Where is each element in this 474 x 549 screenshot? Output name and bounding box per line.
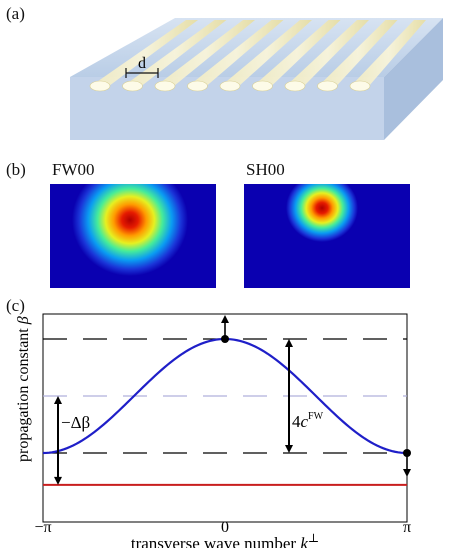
waveguide-rod xyxy=(286,20,369,86)
mode-title-sh00: SH00 xyxy=(246,160,285,179)
coupling-annotation: 4cFW xyxy=(292,411,324,431)
x-tick-label-pi: π xyxy=(403,519,411,536)
waveguide-end-face xyxy=(284,80,306,92)
panel-b-label: (b) xyxy=(6,160,26,179)
waveguide-end-face xyxy=(219,80,241,92)
waveguide-rod xyxy=(221,20,312,86)
waveguide-end-face xyxy=(349,80,371,92)
panel-c-label: (c) xyxy=(6,296,25,315)
spacing-label: d xyxy=(138,55,146,72)
waveguide-end-face xyxy=(187,80,208,92)
panel-a-label: (a) xyxy=(6,4,25,23)
waveguide-rod xyxy=(123,20,227,86)
waveguide-rod xyxy=(91,20,198,86)
waveguide-end-face xyxy=(317,80,338,92)
slab-side-face xyxy=(384,18,443,140)
waveguide-end-face xyxy=(252,80,273,92)
slab-front-face xyxy=(70,77,384,140)
band-structure-plot: propagation constant β −π 0 π transverse… xyxy=(15,313,411,548)
y-axis-label: propagation constant β xyxy=(15,316,32,462)
mode-profile-sh00 xyxy=(244,184,410,288)
mode-profile-fw00 xyxy=(50,184,216,288)
x-tick-label-zero: 0 xyxy=(221,519,229,536)
waveguide-end-face xyxy=(154,80,176,92)
delta-beta-annotation: −Δβ xyxy=(61,413,90,432)
waveguide-rod xyxy=(188,20,284,86)
waveguide-rod xyxy=(156,20,255,86)
waveguide-rod xyxy=(318,20,398,86)
waveguide-array-illustration: d xyxy=(70,18,443,140)
waveguide-rod xyxy=(253,20,341,86)
waveguide-rod xyxy=(351,20,426,86)
plot-frame xyxy=(42,313,408,523)
x-tick-label-neg-pi: −π xyxy=(34,519,51,536)
mode-title-fw00: FW00 xyxy=(52,160,95,179)
x-axis-label: transverse wave number k⊥ xyxy=(131,531,319,548)
waveguide-end-face xyxy=(122,80,143,92)
waveguide-end-face xyxy=(89,80,111,92)
